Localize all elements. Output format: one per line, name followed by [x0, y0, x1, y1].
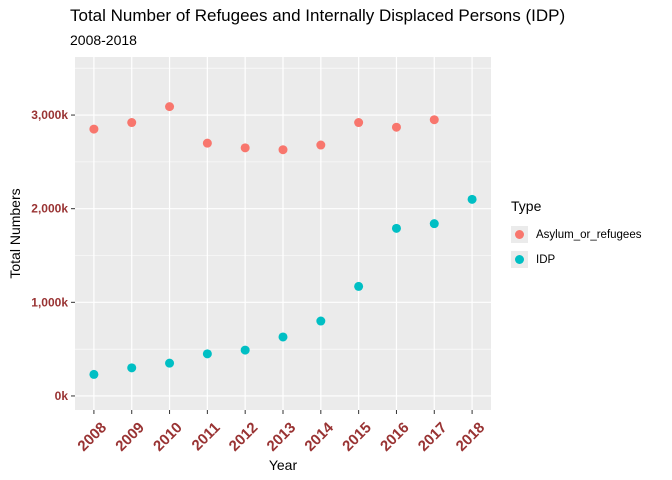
data-point-asylum-or-refugees: [316, 140, 326, 150]
x-axis-title: Year: [269, 457, 298, 473]
data-point-asylum-or-refugees: [391, 122, 401, 132]
legend: Type Asylum_or_refugees IDP: [511, 198, 641, 272]
x-tick-label: 2013: [264, 419, 300, 455]
data-point-idp: [240, 345, 250, 355]
data-point-asylum-or-refugees: [278, 145, 288, 155]
legend-item-asylum: Asylum_or_refugees: [511, 222, 641, 247]
x-tick-label: 2018: [453, 419, 489, 455]
x-tick-label: 2014: [301, 419, 337, 455]
data-point-asylum-or-refugees: [202, 138, 212, 148]
x-tick-label: 2015: [339, 419, 375, 455]
legend-dot-asylum: [515, 230, 524, 239]
data-point-idp: [89, 369, 99, 379]
data-point-asylum-or-refugees: [165, 102, 175, 112]
x-tick-label: 2017: [415, 419, 451, 455]
chart-subtitle: 2008-2018: [70, 32, 137, 48]
data-point-asylum-or-refugees: [429, 115, 439, 125]
data-point-idp: [165, 358, 175, 368]
data-point-asylum-or-refugees: [89, 124, 99, 134]
y-axis-title: Total Numbers: [7, 188, 23, 278]
x-tick-label: 2016: [377, 419, 413, 455]
data-point-asylum-or-refugees: [127, 118, 137, 128]
legend-label-asylum: Asylum_or_refugees: [536, 228, 642, 241]
data-point-idp: [354, 281, 364, 291]
legend-title: Type: [511, 198, 542, 214]
data-point-idp: [391, 223, 401, 233]
chart-title: Total Number of Refugees and Internally …: [70, 6, 566, 25]
y-tick-label: 1,000k: [31, 295, 68, 309]
x-tick-label: 2009: [112, 419, 148, 455]
data-point-asylum-or-refugees: [240, 143, 250, 153]
y-tick-label: 0k: [55, 389, 69, 403]
y-tick-label: 2,000k: [31, 202, 68, 216]
legend-key-idp: [511, 251, 528, 268]
data-point-idp: [278, 332, 288, 342]
x-tick-label: 2010: [150, 419, 186, 455]
data-point-idp: [202, 349, 212, 359]
data-point-asylum-or-refugees: [354, 118, 364, 128]
data-point-idp: [467, 194, 477, 204]
legend-dot-idp: [515, 255, 524, 264]
x-tick-label: 2012: [226, 419, 262, 455]
data-point-idp: [429, 219, 439, 229]
data-point-idp: [127, 363, 137, 373]
legend-key-asylum: [511, 226, 528, 243]
legend-item-idp: IDP: [511, 247, 641, 272]
x-tick-label: 2011: [189, 419, 224, 454]
data-point-idp: [316, 316, 326, 326]
y-tick-label: 3,000k: [31, 108, 68, 122]
legend-label-idp: IDP: [536, 253, 556, 266]
x-tick-label: 2008: [74, 419, 110, 455]
